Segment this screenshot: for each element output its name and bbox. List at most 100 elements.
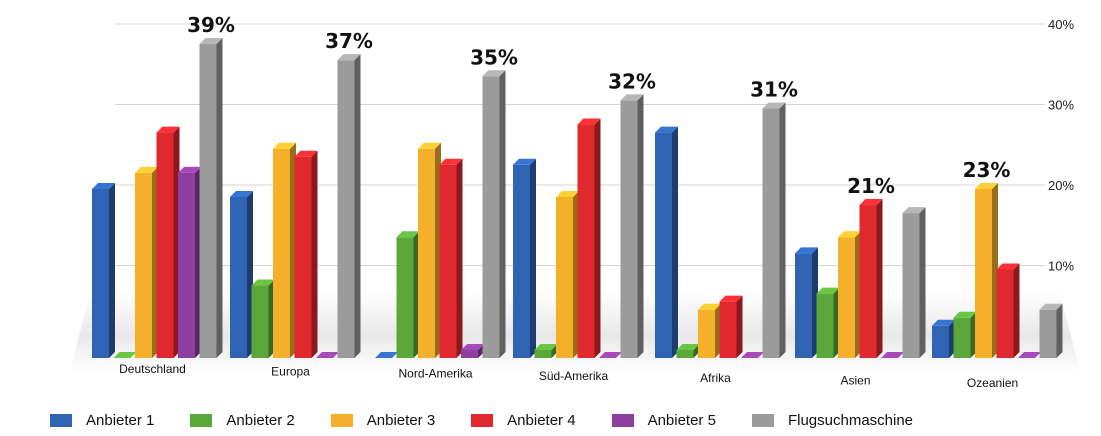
bar [556, 191, 579, 358]
bar [316, 352, 339, 358]
bar-top [816, 287, 840, 294]
bar-top [92, 182, 115, 189]
bar-top [439, 158, 463, 165]
bar-side [736, 295, 743, 358]
bar-top [482, 70, 506, 77]
bar-front [135, 172, 152, 358]
bar-top [953, 311, 977, 318]
bar [620, 94, 644, 359]
bar-top [795, 247, 818, 254]
category-label: Europa [271, 364, 310, 378]
category-label: Deutschland [119, 362, 186, 376]
bar [375, 352, 398, 358]
legend-label: Flugsuchmaschine [787, 412, 914, 429]
bar-front [859, 205, 877, 358]
bar-top [135, 166, 158, 173]
bar-front [795, 253, 812, 358]
bar-top [1039, 303, 1063, 310]
legend-label: Anbieter 1 [86, 412, 155, 429]
bar [996, 263, 1020, 358]
bar-front [230, 197, 247, 358]
bar-top [418, 142, 441, 149]
bar-top [273, 142, 296, 149]
bar-top [1018, 352, 1041, 358]
bar [741, 352, 764, 358]
bar-front [620, 100, 638, 359]
bar [577, 118, 601, 358]
bar-front [975, 188, 992, 358]
bar [698, 303, 721, 358]
bar-side [499, 70, 506, 358]
bar-front [396, 237, 414, 358]
bar-front [953, 317, 971, 358]
bar-side [216, 38, 223, 359]
bar-front [932, 325, 949, 358]
bar-side [876, 199, 883, 358]
bar-top [655, 126, 678, 133]
bar-top [156, 126, 180, 133]
legend-item: Anbieter 5 [611, 412, 716, 429]
legend-swatch [330, 414, 353, 427]
legend-label: Anbieter 5 [647, 412, 716, 429]
category-label: Afrika [700, 371, 731, 385]
bar [719, 295, 743, 358]
bar [1018, 352, 1041, 358]
legend-swatch [50, 414, 72, 427]
bar-top [932, 319, 955, 326]
bar-front [178, 172, 195, 358]
bar [92, 182, 115, 358]
bar-top [881, 352, 904, 358]
bar-front [92, 188, 109, 358]
bar [178, 166, 201, 358]
bar [230, 191, 253, 358]
bar [156, 126, 180, 358]
bar-top [294, 150, 318, 157]
bar [655, 126, 678, 358]
bar-top [741, 352, 764, 358]
bar-side [919, 207, 926, 358]
bar-front [273, 148, 290, 358]
category-label: Ozeanien [967, 376, 1018, 390]
bar-top [975, 182, 998, 189]
bar [762, 102, 786, 358]
legend-label: Anbieter 3 [366, 412, 436, 429]
bar [396, 231, 420, 358]
data-label: 31% [750, 77, 798, 101]
bar-top [337, 54, 361, 61]
bar-side [779, 102, 786, 358]
bar-top [513, 158, 536, 165]
bar [135, 166, 158, 358]
bar-side [1056, 303, 1063, 358]
bar [337, 54, 361, 359]
legend-swatch [751, 414, 774, 427]
legend: Anbieter 1 Anbieter 2 Anbieter 3 Anbieter 4… [50, 412, 949, 429]
legend-item: Anbieter 1 [50, 412, 154, 429]
bar-front [762, 108, 780, 358]
bar-front [199, 44, 217, 359]
bar-side [109, 182, 115, 358]
legend-item: Flugsuchmaschine [751, 412, 914, 429]
bar [273, 142, 296, 358]
legend-swatch [471, 414, 494, 427]
bar-front [461, 349, 478, 358]
bar-top [859, 199, 883, 206]
y-tick-label: 40% [1048, 17, 1074, 32]
bar-front [816, 293, 834, 358]
bar-top [251, 279, 275, 286]
bar [513, 158, 536, 358]
data-label: 35% [470, 45, 518, 69]
bar-front [251, 285, 269, 358]
bar-front [513, 164, 530, 358]
data-label: 23% [963, 158, 1011, 182]
bar-top [676, 343, 700, 350]
bar-side [456, 158, 463, 358]
legend-item: Anbieter 4 [471, 412, 576, 429]
bar-side [311, 150, 318, 358]
bar-top [719, 295, 743, 302]
bar-top [113, 352, 137, 358]
bar-side [354, 54, 361, 359]
data-label: 21% [847, 174, 895, 198]
bar-front [156, 132, 174, 358]
bar-top [599, 352, 622, 358]
